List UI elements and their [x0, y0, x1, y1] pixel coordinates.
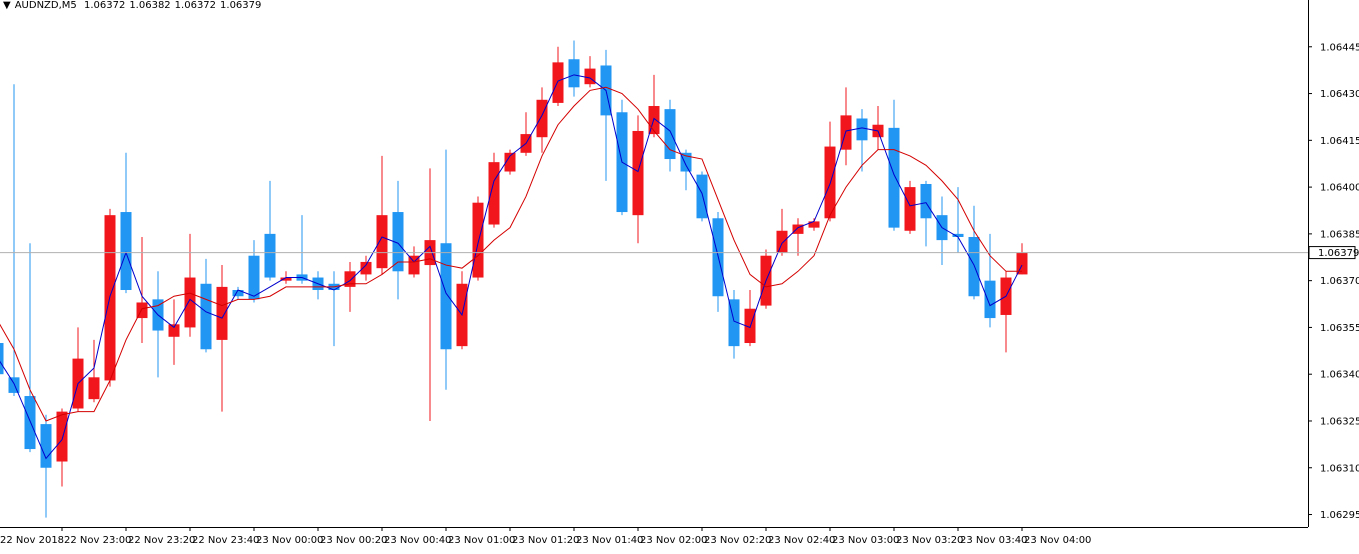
x-tick-label: 23 Nov 00:00 [256, 535, 323, 546]
header-open: 1.06372 [83, 0, 126, 11]
candle-body [888, 127, 900, 228]
candle-body [984, 280, 996, 319]
candle-body [408, 255, 420, 275]
candle-body [264, 233, 276, 278]
y-tick-label: 1.06415 [1320, 136, 1359, 147]
candle-body [696, 174, 708, 219]
candle-body [472, 202, 484, 278]
candle-body [744, 308, 756, 344]
current-price-label: 1.06379 [1318, 248, 1359, 259]
y-tick-label: 1.06445 [1320, 42, 1359, 53]
y-tick-label: 1.06310 [1320, 463, 1359, 474]
x-tick-label: 23 Nov 03:00 [832, 535, 899, 546]
candle-body [664, 109, 676, 160]
candle-body [488, 162, 500, 225]
candle-body [776, 230, 788, 253]
candle-body [232, 290, 244, 297]
candle-body [632, 130, 644, 216]
candle-body [792, 224, 804, 234]
y-tick-label: 1.06430 [1320, 89, 1359, 100]
candle-body [136, 302, 148, 319]
symbol: AUDNZD,M5 [14, 0, 77, 11]
candle-body [360, 261, 372, 275]
candle-body [200, 283, 212, 350]
candle-body [504, 152, 516, 172]
x-tick-label: 22 Nov 23:20 [128, 535, 195, 546]
y-tick-label: 1.06385 [1320, 229, 1359, 240]
y-tick-label: 1.06400 [1320, 183, 1359, 194]
moving-average-line [0, 74, 1023, 460]
x-tick-label: 23 Nov 03:20 [896, 535, 963, 546]
x-tick-label: 22 Nov 2018 [0, 535, 64, 546]
x-tick-label: 23 Nov 01:00 [448, 535, 515, 546]
x-tick-label: 23 Nov 03:40 [960, 535, 1027, 546]
x-tick-label: 23 Nov 02:00 [640, 535, 707, 546]
x-tick-label: 23 Nov 02:40 [768, 535, 835, 546]
candle-body [392, 212, 404, 272]
chart-header: ▼ AUDNZD,M5 1.06372 1.06382 1.06372 1.06379 [3, 0, 265, 11]
y-tick-label: 1.06295 [1320, 510, 1359, 521]
x-tick-label: 23 Nov 01:20 [512, 535, 579, 546]
candle-body [968, 236, 980, 297]
y-tick-label: 1.06325 [1320, 416, 1359, 427]
candle-body [0, 343, 4, 375]
candle-body [904, 187, 916, 231]
moving-average-line [0, 86, 1022, 422]
candle-body [344, 271, 356, 287]
x-tick-label: 23 Nov 00:40 [384, 535, 451, 546]
candle-body [168, 324, 180, 337]
x-tick-label: 23 Nov 02:20 [704, 535, 771, 546]
candle-body [568, 59, 580, 88]
candle-body [8, 377, 20, 393]
candle-body [1016, 252, 1028, 275]
candle-body [88, 377, 100, 400]
candle-body [184, 277, 196, 328]
candle-body [120, 212, 132, 291]
candle-body [552, 62, 564, 103]
candle-body [952, 233, 964, 237]
candle-body [440, 243, 452, 350]
header-arrow[interactable]: ▼ [3, 0, 11, 11]
candle-body [248, 255, 260, 300]
candle-body [856, 118, 868, 141]
header-low: 1.06372 [174, 0, 217, 11]
x-tick-label: 23 Nov 04:00 [1024, 535, 1091, 546]
x-tick-label: 23 Nov 00:20 [320, 535, 387, 546]
header-high: 1.06382 [129, 0, 171, 11]
candle-body [728, 299, 740, 347]
candle-body [56, 411, 68, 462]
candle-body [536, 99, 548, 138]
candle-body [280, 277, 292, 281]
y-tick-label: 1.06355 [1320, 323, 1359, 334]
x-tick-label: 22 Nov 23:00 [64, 535, 131, 546]
header-close: 1.06379 [220, 0, 262, 11]
candle-body [584, 68, 596, 85]
candle-body [216, 286, 228, 340]
y-tick-label: 1.06370 [1320, 276, 1359, 287]
current-price-box [1308, 246, 1356, 260]
x-tick-label: 23 Nov 01:40 [576, 535, 643, 546]
x-tick-label: 22 Nov 23:40 [192, 535, 259, 546]
candle-body [808, 221, 820, 228]
candle-body [24, 396, 36, 450]
y-tick-label: 1.06340 [1320, 370, 1359, 381]
candle-body [376, 215, 388, 269]
candle-body [920, 183, 932, 219]
candle-body [40, 424, 52, 468]
candle-body [680, 152, 692, 172]
